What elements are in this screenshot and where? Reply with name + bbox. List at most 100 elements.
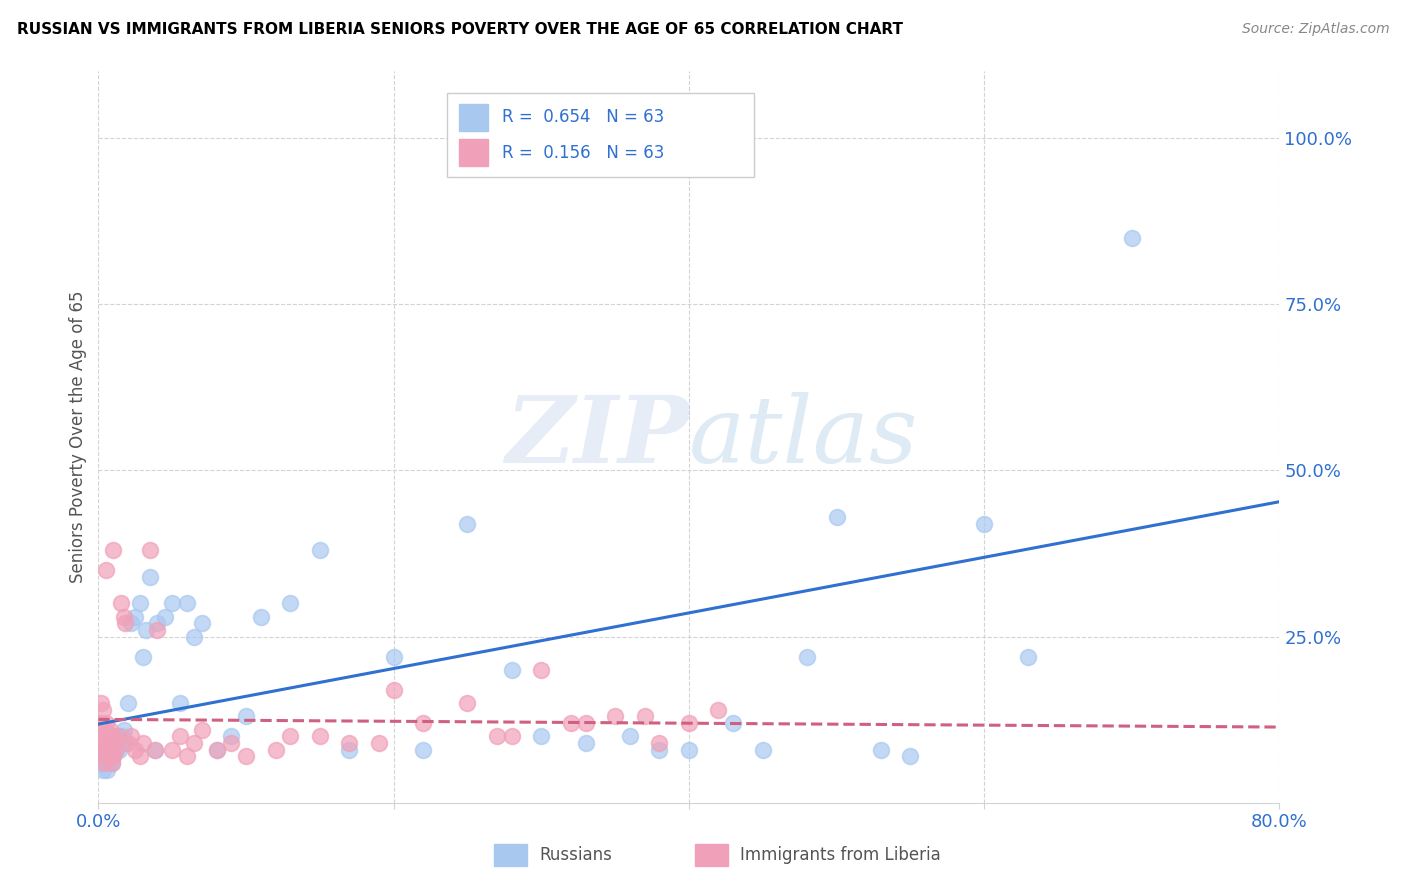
Point <box>1121 230 1143 244</box>
Point <box>221 736 243 750</box>
Point <box>107 729 129 743</box>
FancyBboxPatch shape <box>695 845 728 866</box>
Point <box>191 616 214 631</box>
Point <box>146 616 169 631</box>
Point <box>98 742 121 756</box>
Point <box>162 742 183 756</box>
Point <box>870 742 893 756</box>
Point <box>100 756 122 770</box>
Point <box>339 742 361 756</box>
Point <box>250 609 273 624</box>
FancyBboxPatch shape <box>458 138 488 167</box>
Point <box>309 729 332 743</box>
Point <box>97 736 120 750</box>
Text: Source: ZipAtlas.com: Source: ZipAtlas.com <box>1241 22 1389 37</box>
Point <box>146 623 169 637</box>
Point <box>205 742 228 756</box>
Point <box>114 736 136 750</box>
Point <box>678 716 700 731</box>
Point <box>103 749 125 764</box>
Point <box>1018 649 1040 664</box>
Point <box>139 543 162 558</box>
Point <box>752 742 775 756</box>
Point <box>94 716 117 731</box>
Point <box>97 749 120 764</box>
Point <box>105 736 128 750</box>
Point <box>280 729 302 743</box>
Point <box>135 623 157 637</box>
Point <box>93 756 115 770</box>
Point <box>104 736 127 750</box>
Point <box>648 742 671 756</box>
Point <box>264 742 287 756</box>
Point <box>796 649 818 664</box>
Point <box>105 742 128 756</box>
Point <box>139 570 162 584</box>
Point <box>94 742 117 756</box>
Point <box>112 723 135 737</box>
Point <box>91 749 114 764</box>
Point <box>235 749 257 764</box>
Point <box>124 742 146 756</box>
Point <box>634 709 657 723</box>
Point <box>183 630 205 644</box>
Point <box>648 736 671 750</box>
Point <box>110 736 132 750</box>
FancyBboxPatch shape <box>458 103 488 131</box>
Point <box>90 696 112 710</box>
Point <box>89 716 111 731</box>
Text: ZIP: ZIP <box>505 392 689 482</box>
Point <box>97 736 120 750</box>
Point <box>128 596 150 610</box>
Point <box>457 516 479 531</box>
Point <box>107 729 129 743</box>
Point <box>339 736 361 750</box>
Text: RUSSIAN VS IMMIGRANTS FROM LIBERIA SENIORS POVERTY OVER THE AGE OF 65 CORRELATIO: RUSSIAN VS IMMIGRANTS FROM LIBERIA SENIO… <box>17 22 903 37</box>
Point <box>530 663 553 677</box>
Point <box>112 609 135 624</box>
Point <box>605 709 627 723</box>
Point <box>91 763 114 777</box>
Point <box>382 649 405 664</box>
Point <box>96 742 118 756</box>
Point <box>100 729 122 743</box>
Point <box>530 729 553 743</box>
Point <box>176 596 198 610</box>
Point <box>93 749 115 764</box>
Point <box>183 736 205 750</box>
Point <box>93 742 115 756</box>
Text: Russians: Russians <box>538 847 612 864</box>
Point <box>900 749 922 764</box>
Point <box>575 736 598 750</box>
Point <box>191 723 214 737</box>
Point <box>89 742 111 756</box>
Point <box>96 749 118 764</box>
Point <box>1313 131 1336 145</box>
Point <box>221 729 243 743</box>
Point <box>501 729 523 743</box>
Point <box>93 723 115 737</box>
Point <box>110 596 132 610</box>
Point <box>108 742 131 756</box>
Point <box>501 663 523 677</box>
Point <box>98 742 121 756</box>
Point <box>619 729 641 743</box>
Text: R =  0.654   N = 63: R = 0.654 N = 63 <box>502 109 665 127</box>
Point <box>678 742 700 756</box>
Text: atlas: atlas <box>689 392 918 482</box>
Point <box>117 736 139 750</box>
Point <box>104 742 127 756</box>
Point <box>162 596 183 610</box>
Point <box>114 616 136 631</box>
Point <box>205 742 228 756</box>
Point <box>457 696 479 710</box>
Point <box>486 729 509 743</box>
Point <box>91 703 114 717</box>
Point <box>91 729 114 743</box>
Point <box>98 749 121 764</box>
Point <box>973 516 995 531</box>
Point <box>575 716 598 731</box>
Y-axis label: Seniors Poverty Over the Age of 65: Seniors Poverty Over the Age of 65 <box>69 291 87 583</box>
Point <box>111 729 134 743</box>
Point <box>382 682 405 697</box>
